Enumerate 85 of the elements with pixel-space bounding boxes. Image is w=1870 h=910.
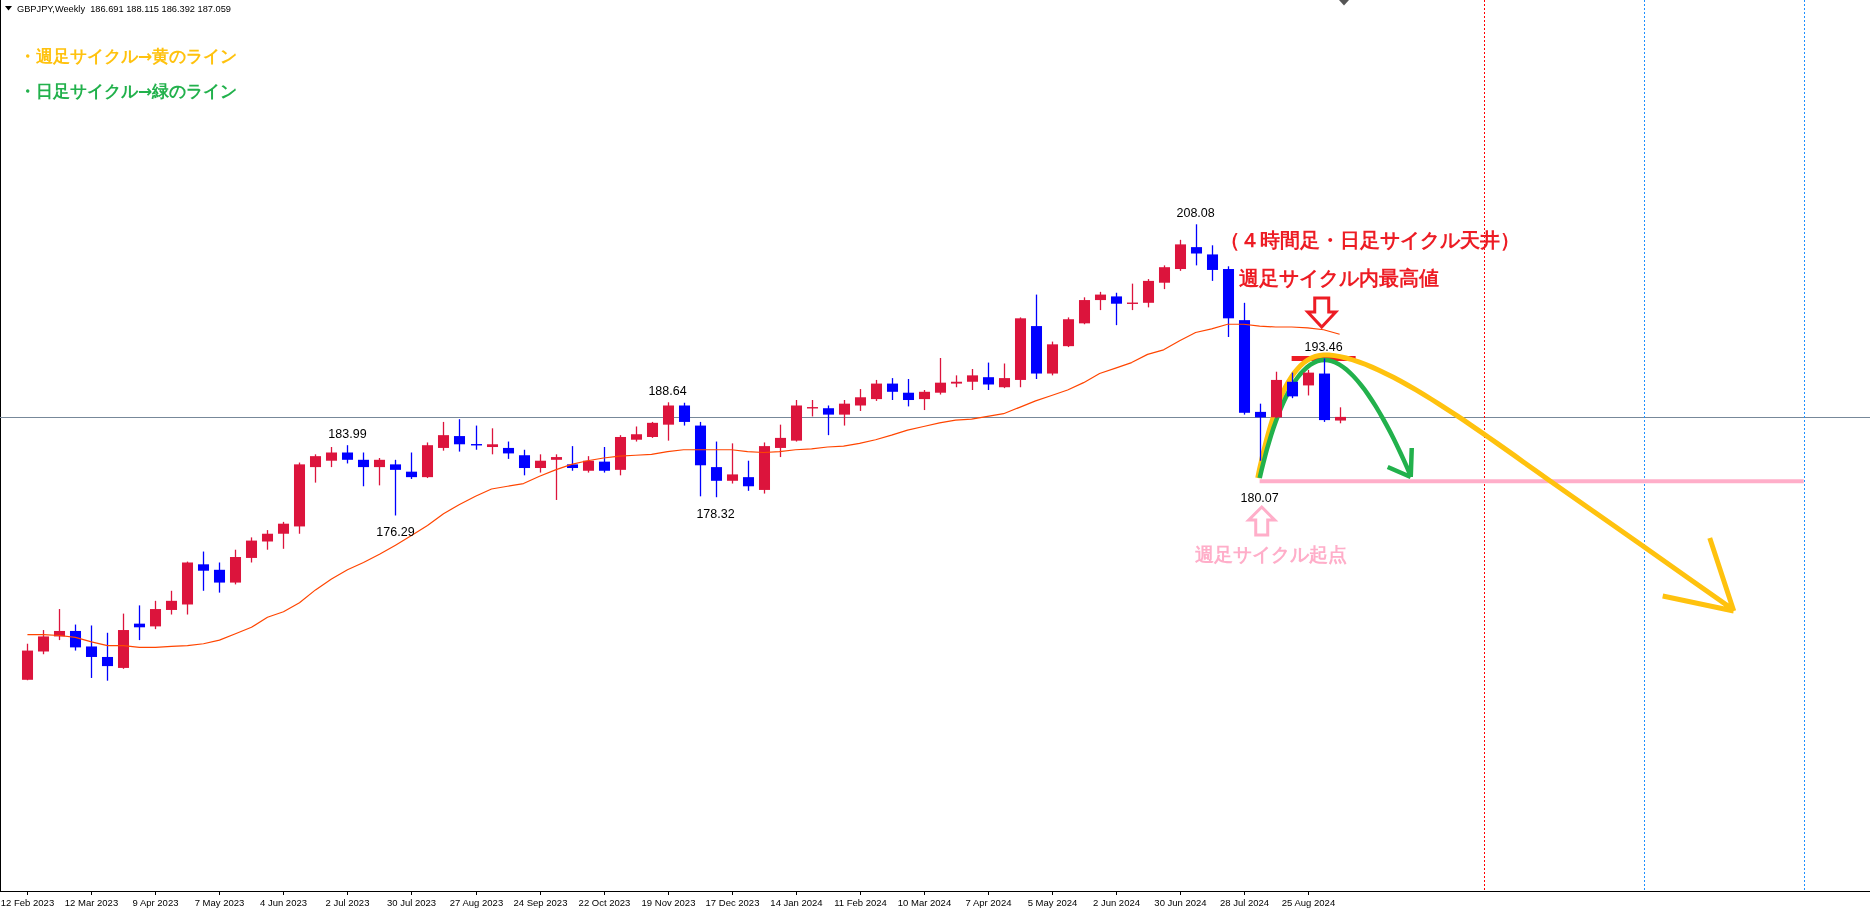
candlestick: [534, 453, 547, 474]
candlestick: [389, 459, 402, 517]
candlestick: [373, 457, 386, 487]
x-tick-label: 9 Apr 2023: [132, 897, 179, 908]
candlestick: [37, 629, 50, 655]
candlestick: [550, 453, 563, 501]
candlestick: [453, 418, 466, 453]
x-tick-label: 4 Jun 2023: [259, 897, 308, 908]
x-tick-label: 2 Jul 2023: [325, 897, 370, 908]
annotation: 188.64: [648, 384, 687, 399]
candlestick: [1286, 371, 1299, 399]
candlestick: [405, 451, 418, 480]
annotation: 180.07: [1240, 491, 1279, 506]
candlestick: [998, 362, 1011, 389]
candlestick: [277, 521, 290, 550]
candlestick: [1190, 223, 1203, 267]
annotation: 178.32: [696, 507, 735, 522]
annotation: 週足サイクル内最高値: [1238, 266, 1439, 290]
text: ・日足サイクル→緑のライン: [19, 81, 238, 101]
candlestick: [213, 561, 226, 594]
candlestick: [1078, 296, 1091, 325]
x-tick-label: 27 Aug 2023: [449, 897, 504, 908]
candlestick: [437, 421, 450, 452]
candlestick: [1206, 244, 1219, 282]
candlestick: [245, 536, 258, 564]
candlestick: [1158, 264, 1171, 290]
x-tick-label: 7 Apr 2024: [965, 897, 1012, 908]
x-tick-label: 14 Jan 2024: [770, 897, 823, 908]
candlestick: [197, 550, 210, 592]
candlestick: [982, 361, 995, 391]
candlestick: [1110, 292, 1123, 326]
annotation: 208.08: [1176, 206, 1215, 221]
annotation: 週足サイクル起点: [1193, 542, 1347, 565]
candlestick: [518, 449, 531, 476]
chart-title: GBPJPY,Weekly 186.691 188.115 186.392 187.059: [17, 4, 231, 14]
x-tick-label: 30 Jun 2024: [1154, 897, 1207, 908]
candlestick: [662, 401, 675, 442]
x-tick-label: 25 Aug 2024: [1281, 897, 1336, 908]
candlestick: [870, 379, 883, 402]
x-tick-label: 11 Feb 2024: [834, 897, 887, 908]
text: ・週足サイクル→黄のライン: [19, 46, 238, 66]
x-tick-label: 24 Sep 2023: [513, 897, 568, 908]
annotation: 183.99: [328, 427, 367, 442]
candlestick: [774, 424, 787, 458]
candlestick: [357, 451, 370, 487]
candlestick: [261, 529, 274, 551]
x-tick-label: 7 May 2023: [194, 897, 245, 908]
candlestick: [325, 446, 338, 468]
x-tick-label: 19 Nov 2023: [641, 897, 696, 908]
x-tick-label: 10 Mar 2024: [897, 897, 952, 908]
x-tick-label: 17 Dec 2023: [705, 897, 760, 908]
candlestick: [822, 404, 835, 436]
x-tick-label: 30 Jul 2023: [386, 897, 437, 908]
candlestick: [838, 399, 851, 427]
x-tick-label: 2 Jun 2024: [1092, 897, 1141, 908]
candlestick: [886, 377, 899, 401]
annotation: 193.46: [1304, 340, 1343, 355]
candlestick: [710, 440, 723, 498]
x-tick-label: 5 May 2024: [1027, 897, 1078, 908]
candlestick: [1254, 403, 1267, 462]
candlestick: [1094, 291, 1107, 311]
x-tick-label: 28 Jul 2024: [1219, 897, 1270, 908]
candlestick: [309, 453, 322, 484]
candlestick: [966, 368, 979, 391]
annotation: 176.29: [376, 525, 415, 540]
candlestick: [486, 427, 499, 455]
x-tick-label: 12 Mar 2023: [64, 897, 119, 908]
candlestick: [742, 460, 755, 492]
candlestick: [1142, 278, 1155, 309]
x-tick-label: 22 Oct 2023: [578, 897, 631, 908]
candlestick: [85, 624, 98, 679]
candlestick: [934, 357, 947, 396]
candlestick: [101, 632, 114, 682]
candlestick: [165, 590, 178, 616]
candlestick: [902, 378, 915, 408]
candlestick: [149, 600, 162, 630]
candlestick: [678, 402, 691, 427]
candlestick: [1302, 369, 1315, 397]
candlestick: [854, 388, 867, 412]
annotation: （４時間足・日足サイクル天井）: [1219, 229, 1520, 252]
candlestick: [598, 446, 611, 474]
candlestick: [918, 389, 931, 411]
candlestick: [341, 444, 354, 465]
candlestick: [726, 442, 739, 485]
x-tick-label: 12 Feb 2023: [0, 897, 55, 908]
